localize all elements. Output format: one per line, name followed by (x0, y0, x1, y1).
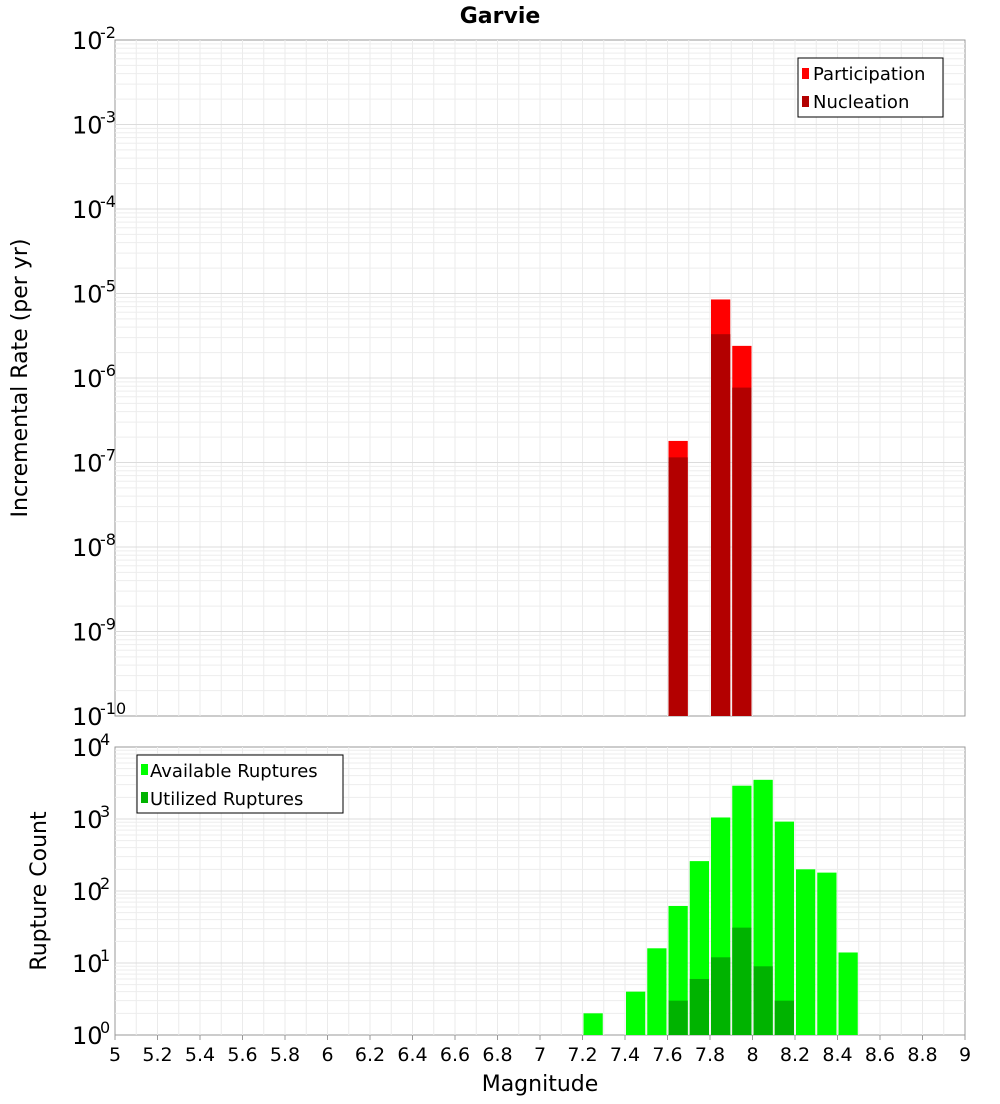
rate-y-tick-label: 10 (72, 196, 103, 224)
count-bar-available-ruptures (796, 869, 816, 1035)
rate-y-tick-exponent: -5 (100, 277, 116, 296)
count-y-tick-exponent: 1 (100, 946, 110, 965)
x-tick-label: 7 (534, 1044, 546, 1066)
count-bar-available-ruptures (626, 991, 646, 1035)
x-tick-label: 5.8 (270, 1044, 300, 1066)
rate-bar-nucleation (711, 334, 731, 716)
legend-label-available: Available Ruptures (150, 761, 318, 782)
x-tick-label: 6.8 (482, 1044, 512, 1066)
legend-swatch-utilized (141, 792, 148, 803)
rate-y-tick-label: 10 (72, 365, 103, 393)
count-bars (583, 779, 858, 1035)
rate-bars (668, 299, 752, 716)
rate-y-tick-exponent: -6 (100, 361, 116, 380)
count-legend: Available Ruptures Utilized Ruptures (136, 754, 344, 814)
x-tick-label: 6.2 (355, 1044, 385, 1066)
x-tick-label: 7.2 (567, 1044, 597, 1066)
count-bar-available-ruptures (583, 1013, 603, 1035)
legend-swatch-participation (802, 68, 809, 79)
count-x-ticks: 5 5.2 5.4 5.6 5.8 6 6.2 6.4 6.6 6.8 7 7.2 7.4 7.6 7.8 8… (109, 1035, 971, 1066)
rate-y-tick-exponent: -10 (100, 699, 126, 718)
x-tick-label: 6 (321, 1044, 333, 1066)
x-tick-label: 5 (109, 1044, 121, 1066)
x-tick-label: 7.8 (695, 1044, 725, 1066)
x-tick-label: 5.6 (227, 1044, 257, 1066)
x-tick-label: 5.2 (142, 1044, 172, 1066)
x-tick-label: 7.6 (652, 1044, 682, 1066)
x-tick-label: 8.6 (865, 1044, 895, 1066)
legend-label-participation: Participation (813, 64, 925, 85)
rate-y-tick-label: 10 (72, 27, 103, 55)
count-y-tick-label: 10 (72, 734, 103, 762)
rate-grid (115, 40, 965, 716)
x-tick-label: 8 (746, 1044, 758, 1066)
rate-y-tick-exponent: -3 (100, 108, 116, 127)
legend-label-nucleation: Nucleation (813, 92, 909, 113)
x-tick-label: 6.4 (397, 1044, 427, 1066)
count-y-tick-exponent: 2 (100, 874, 110, 893)
legend-swatch-available (141, 764, 148, 775)
count-bar-available-ruptures (817, 872, 837, 1035)
count-y-axis-label: Rupture Count (27, 811, 52, 971)
count-y-tick-exponent: 3 (100, 802, 110, 821)
rate-y-axis-label: Incremental Rate (per yr) (8, 239, 33, 518)
count-legend-box (136, 754, 344, 814)
rate-legend-box (797, 57, 944, 118)
count-y-tick-label: 10 (72, 878, 103, 906)
rate-y-tick-label: 10 (72, 281, 103, 309)
rate-y-tick-label: 10 (72, 534, 103, 562)
count-y-tick-label: 10 (72, 950, 103, 978)
count-y-tick-label: 10 (72, 806, 103, 834)
x-tick-label: 7.4 (610, 1044, 640, 1066)
count-x-axis-label: Magnitude (482, 1072, 599, 1097)
legend-label-utilized: Utilized Ruptures (150, 789, 303, 810)
rate-y-tick-label: 10 (72, 619, 103, 647)
count-bar-utilized-ruptures (711, 957, 731, 1035)
rate-bar-nucleation (668, 457, 688, 716)
rate-y-tick-label: 10 (72, 112, 103, 140)
legend-swatch-nucleation (802, 96, 809, 107)
x-tick-label: 6.6 (440, 1044, 470, 1066)
rate-bar-nucleation (732, 387, 752, 716)
x-tick-label: 8.4 (822, 1044, 852, 1066)
count-y-tick-exponent: 4 (100, 730, 110, 749)
count-bar-available-ruptures (838, 952, 858, 1035)
count-bar-available-ruptures (774, 821, 794, 1035)
rate-y-tick-exponent: -7 (100, 446, 116, 465)
count-bar-available-ruptures (647, 948, 667, 1035)
count-y-tick-label: 10 (72, 1022, 103, 1050)
rate-y-tick-exponent: -2 (100, 23, 116, 42)
rate-legend: Participation Nucleation (797, 57, 944, 118)
count-bar-utilized-ruptures (689, 978, 709, 1035)
chart-title: Garvie (460, 4, 541, 29)
count-bar-utilized-ruptures (732, 927, 752, 1035)
count-bar-utilized-ruptures (774, 1000, 794, 1035)
count-bar-utilized-ruptures (753, 966, 773, 1035)
rate-y-tick-exponent: -4 (100, 192, 116, 211)
rate-y-tick-label: 10 (72, 703, 103, 731)
x-tick-label: 5.4 (185, 1044, 215, 1066)
rate-y-tick-exponent: -9 (100, 615, 116, 634)
count-bar-utilized-ruptures (668, 1000, 688, 1035)
rate-y-tick-exponent: -8 (100, 530, 116, 549)
x-tick-label: 8.2 (780, 1044, 810, 1066)
x-tick-label: 8.8 (907, 1044, 937, 1066)
count-y-tick-exponent: 0 (100, 1018, 110, 1037)
rate-y-tick-label: 10 (72, 450, 103, 478)
x-tick-label: 9 (959, 1044, 971, 1066)
